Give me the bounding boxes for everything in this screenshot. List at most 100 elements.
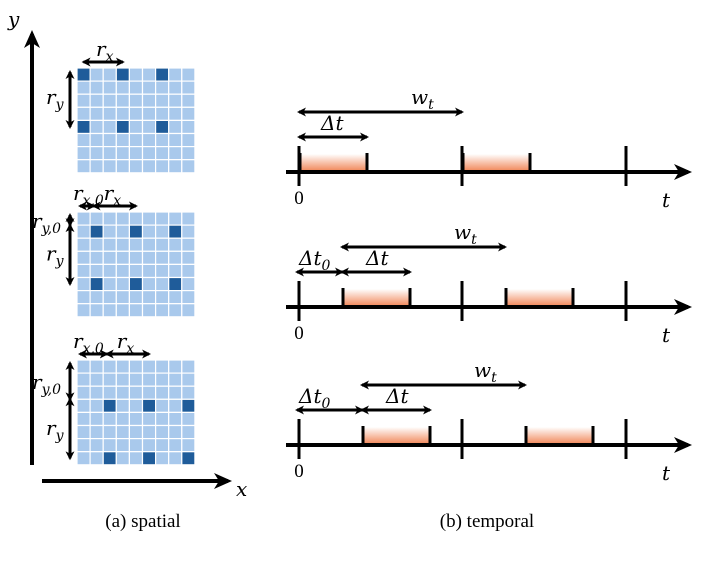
grid-cell xyxy=(181,372,196,387)
grid-cell xyxy=(115,263,131,279)
grid-cell xyxy=(168,424,183,440)
t-axis-label: t xyxy=(662,188,671,212)
grid-cell xyxy=(102,119,117,135)
grid-cell xyxy=(128,411,144,427)
t-axis-label: t xyxy=(662,461,671,485)
sampled-cell xyxy=(102,398,117,413)
sampling-window xyxy=(362,427,430,445)
grid-cell xyxy=(76,290,91,305)
sampled-cell xyxy=(128,276,144,292)
sampled-cell xyxy=(102,451,117,466)
grid-cell xyxy=(155,250,170,266)
x-axis-label: x xyxy=(236,477,247,501)
grid-cell xyxy=(102,372,117,387)
t-axis-label: t xyxy=(662,323,671,347)
grid-cell xyxy=(155,237,170,252)
grid-cell xyxy=(102,359,117,374)
rx-label: rx xyxy=(117,329,135,357)
sampling-window xyxy=(299,154,367,172)
dt-label: Δt xyxy=(385,384,409,408)
grid-cell xyxy=(168,385,183,400)
grid-cell xyxy=(181,303,196,318)
grid-cell xyxy=(168,303,183,318)
grid-cell xyxy=(155,290,170,305)
grid-cell xyxy=(89,411,104,427)
grid-cell xyxy=(181,93,196,108)
grid-cell xyxy=(141,146,157,161)
grid-cell xyxy=(141,132,157,148)
grid-cell xyxy=(89,451,104,466)
grid-cell xyxy=(76,146,91,161)
grid-cell xyxy=(115,106,131,122)
grid-cell xyxy=(141,372,157,387)
sampled-cell xyxy=(168,276,183,292)
sampled-cell xyxy=(155,119,170,135)
grid-cell xyxy=(181,359,196,374)
grid-cell xyxy=(89,119,104,135)
grid-cell xyxy=(76,263,91,279)
grid-cell xyxy=(115,290,131,305)
grid-cell xyxy=(102,411,117,427)
sampled-cell xyxy=(141,451,157,466)
grid-cell xyxy=(102,290,117,305)
sampled-cell xyxy=(181,398,196,413)
grid-cell xyxy=(181,106,196,122)
grid-cell xyxy=(89,438,104,453)
grid-cell xyxy=(115,359,131,374)
grid-cell xyxy=(102,159,117,174)
sampled-cell xyxy=(115,67,131,82)
zero-label: 0 xyxy=(294,461,304,482)
grid-cell xyxy=(102,424,117,440)
grid-cell xyxy=(155,398,170,413)
grid-cell xyxy=(128,372,144,387)
dt-label: Δt xyxy=(365,246,389,270)
sampled-cell xyxy=(76,67,91,82)
grid-cell xyxy=(155,263,170,279)
grid-cell xyxy=(102,224,117,239)
ry-label: ry xyxy=(46,416,65,444)
pixel-grid-2: rx,0 rx ry,0 ry xyxy=(32,181,196,318)
grid-cell xyxy=(89,211,104,226)
grid-cell xyxy=(102,438,117,453)
ry0-label: ry,0 xyxy=(32,209,61,237)
grid-cell xyxy=(128,424,144,440)
grid-cell xyxy=(102,276,117,292)
timeline-3: 0 t wt Δt Δt0 xyxy=(286,358,692,485)
grid-cell xyxy=(89,237,104,252)
grid-cell xyxy=(141,411,157,427)
grid-cell xyxy=(141,424,157,440)
grid-cell xyxy=(168,372,183,387)
grid-cell xyxy=(76,451,91,466)
sampled-cell xyxy=(115,119,131,135)
grid-cell xyxy=(115,250,131,266)
grid-cell xyxy=(141,224,157,239)
grid-cell xyxy=(168,411,183,427)
grid-cell xyxy=(155,106,170,122)
grid-cell xyxy=(181,224,196,239)
grid-cell xyxy=(128,146,144,161)
rx-label: rx xyxy=(104,181,122,209)
grid-cell xyxy=(155,80,170,95)
grid-cell xyxy=(155,211,170,226)
grid-cell xyxy=(128,119,144,135)
grid-cell xyxy=(115,372,131,387)
grid-cell xyxy=(181,263,196,279)
grid-cell xyxy=(76,424,91,440)
grid-cell xyxy=(181,250,196,266)
grid-cell xyxy=(141,237,157,252)
sampling-window xyxy=(462,154,530,172)
rx-label: rx xyxy=(96,37,114,65)
grid-cell xyxy=(89,290,104,305)
grid-cell xyxy=(141,263,157,279)
grid-cell xyxy=(102,93,117,108)
caption-spatial: (a) spatial xyxy=(105,511,180,532)
grid-cell xyxy=(141,290,157,305)
grid-cell xyxy=(141,159,157,174)
grid-cell xyxy=(89,372,104,387)
grid-cell xyxy=(115,224,131,239)
grid-cell xyxy=(155,438,170,453)
grid-cell xyxy=(76,276,91,292)
grid-cell xyxy=(115,424,131,440)
grid-cell xyxy=(115,211,131,226)
